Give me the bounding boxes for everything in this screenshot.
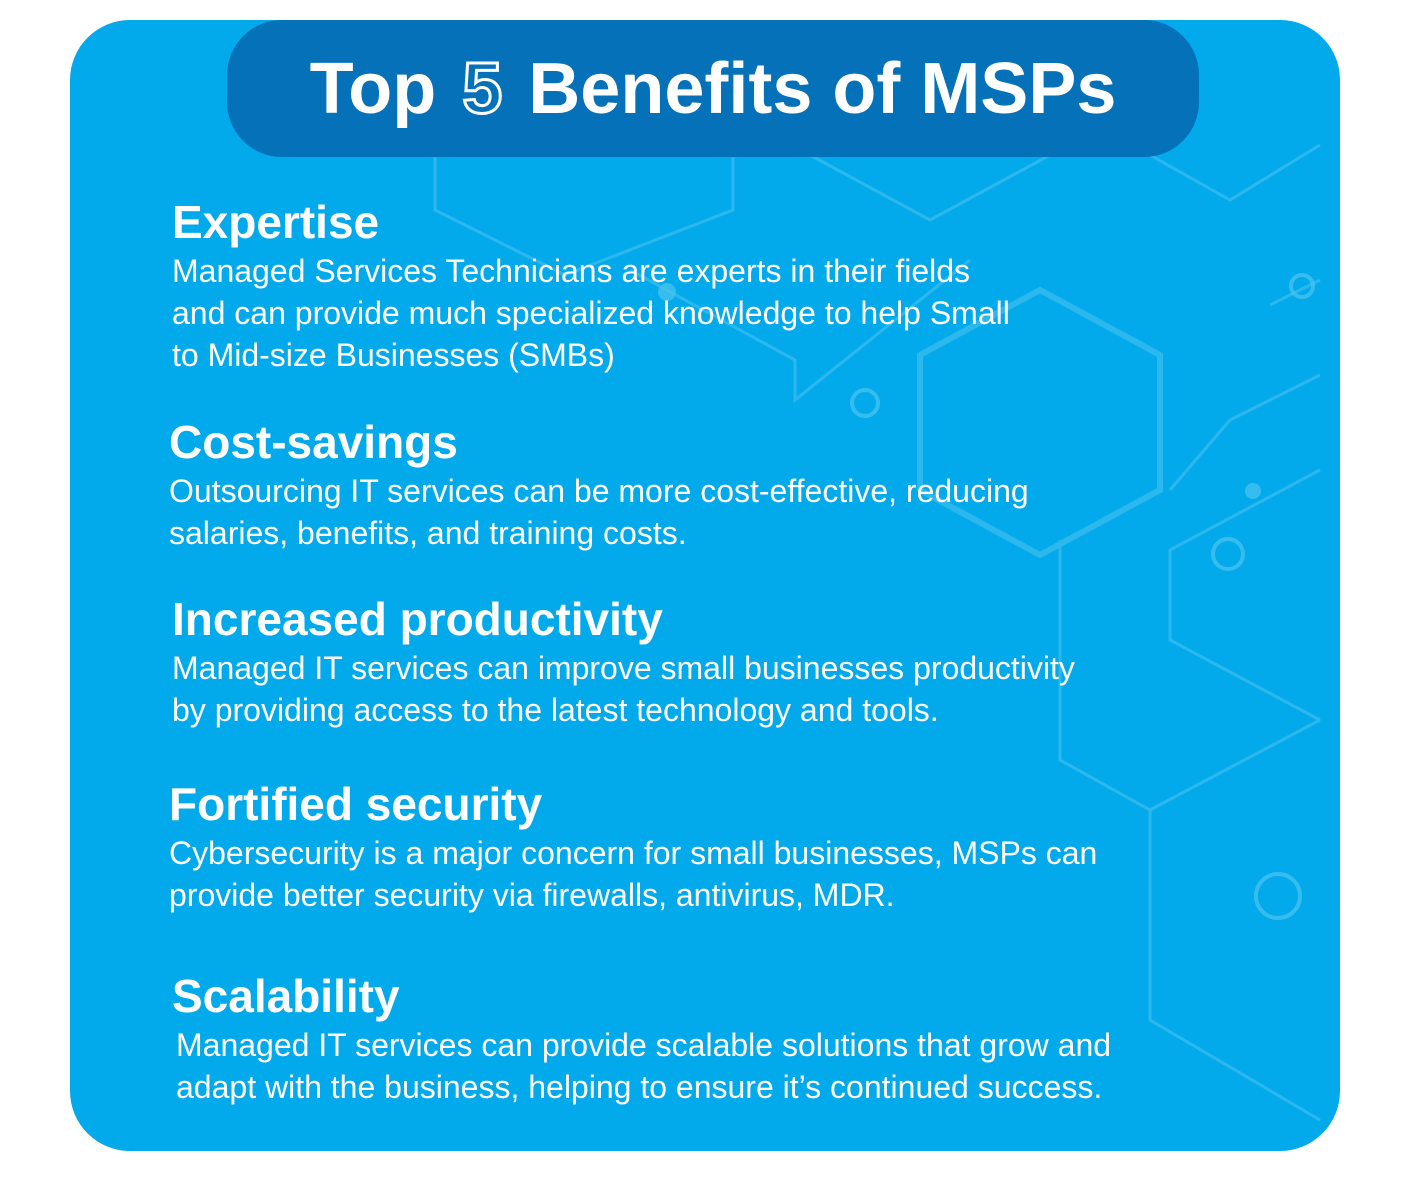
benefit-scalability: Scalability Managed IT services can prov…	[172, 968, 1111, 1108]
benefit-text-line: salaries, benefits, and training costs.	[169, 515, 687, 551]
benefit-text-line: by providing access to the latest techno…	[172, 692, 939, 728]
benefit-heading: Cost-savings	[169, 416, 458, 468]
benefit-fortified-security: Fortified security Cybersecurity is a ma…	[169, 776, 1097, 916]
title-suffix: Benefits of MSPs	[528, 49, 1117, 129]
benefit-text-line: Managed Services Technicians are experts…	[172, 253, 971, 289]
title-number: 5	[461, 48, 504, 131]
benefit-heading: Fortified security	[169, 778, 543, 830]
benefit-text-line: Managed IT services can provide scalable…	[176, 1027, 1112, 1063]
benefit-expertise: Expertise Managed Services Technicians a…	[172, 194, 1010, 376]
benefit-increased-productivity: Increased productivity Managed IT servic…	[172, 591, 1075, 731]
page-title: Top 5 Benefits of MSPs	[227, 46, 1199, 132]
benefit-text-line: provide better security via firewalls, a…	[169, 877, 895, 913]
title-banner: Top 5 Benefits of MSPs	[227, 20, 1199, 157]
benefit-text-line: adapt with the business, helping to ensu…	[176, 1069, 1103, 1105]
hexagon-network-pattern	[433, 143, 1321, 1122]
benefit-text-line: to Mid-size Businesses (SMBs)	[172, 337, 615, 373]
benefit-text-line: Managed IT services can improve small bu…	[172, 650, 1075, 686]
benefits-card: Top 5 Benefits of MSPs Expertise Managed…	[70, 20, 1340, 1151]
benefit-text-line: and can provide much specialized knowled…	[172, 295, 1010, 331]
title-prefix: Top	[309, 49, 437, 129]
benefit-heading: Expertise	[172, 196, 380, 248]
benefit-cost-savings: Cost-savings Outsourcing IT services can…	[169, 414, 1029, 554]
benefit-heading: Scalability	[172, 970, 400, 1022]
benefit-text-line: Cybersecurity is a major concern for sma…	[169, 835, 1098, 871]
benefit-heading: Increased productivity	[172, 593, 663, 645]
benefit-text-line: Outsourcing IT services can be more cost…	[169, 473, 1029, 509]
